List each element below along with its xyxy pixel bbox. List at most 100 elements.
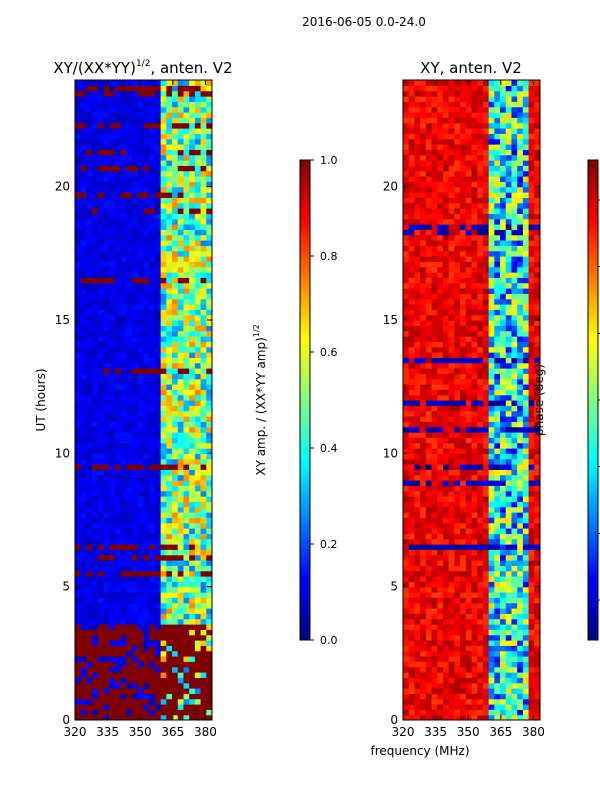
heatmap-cell (408, 554, 416, 561)
heatmap-cell (154, 517, 162, 524)
heatmap-cell (505, 272, 513, 278)
heatmap-cell (103, 320, 110, 326)
heatmap-cell (494, 442, 501, 449)
heatmap-cell (460, 266, 467, 273)
heatmap-cell (97, 288, 105, 294)
heatmap-cell (437, 352, 444, 358)
heatmap-cell (97, 192, 105, 198)
heatmap-cell (437, 432, 444, 438)
heatmap-cell (517, 453, 524, 460)
heatmap-cell (408, 458, 416, 465)
heatmap-cell (154, 453, 162, 460)
heatmap-cell (431, 480, 438, 486)
heatmap-cell (114, 90, 122, 97)
heatmap-cell (454, 517, 461, 524)
heatmap-cell (109, 90, 116, 97)
heatmap-cell (160, 138, 167, 145)
heatmap-cell (109, 474, 116, 481)
heatmap-cell (75, 288, 82, 294)
heatmap-cell (126, 602, 133, 609)
heatmap-cell (154, 389, 162, 396)
heatmap-cell (482, 693, 490, 700)
heatmap-cell (522, 570, 530, 577)
heatmap-cell (431, 426, 438, 433)
heatmap-cell (137, 346, 145, 353)
heatmap-cell (166, 229, 173, 236)
heatmap-cell (488, 661, 495, 668)
heatmap-cell (534, 336, 540, 342)
heatmap-cell (143, 432, 150, 438)
heatmap-cell (80, 240, 88, 246)
heatmap-cell (137, 666, 145, 673)
heatmap-cell (80, 202, 88, 209)
heatmap-cell (143, 352, 150, 358)
heatmap-cell (528, 288, 535, 294)
heatmap-cell (505, 586, 513, 593)
heatmap-cell (425, 624, 433, 630)
heatmap-cell (460, 538, 467, 545)
heatmap-cell (160, 469, 167, 476)
heatmap-cell (183, 266, 190, 273)
heatmap-cell (177, 469, 185, 476)
heatmap-cell (109, 437, 116, 444)
heatmap-cell (454, 602, 461, 609)
heatmap-cell (477, 549, 484, 556)
heatmap-cell (517, 432, 524, 438)
heatmap-cell (517, 656, 524, 662)
heatmap-cell (172, 528, 179, 534)
heatmap-cell (425, 544, 433, 550)
heatmap-cell (500, 325, 507, 332)
heatmap-cell (177, 85, 185, 92)
heatmap-cell (200, 426, 207, 433)
heatmap-cell (189, 533, 196, 540)
heatmap-cell (460, 576, 467, 582)
heatmap-cell (109, 602, 116, 609)
heatmap-cell (126, 453, 133, 460)
heatmap-cell (149, 298, 156, 305)
heatmap-cell (200, 368, 207, 374)
heatmap-cell (126, 704, 133, 710)
heatmap-cell (505, 325, 513, 332)
heatmap-cell (120, 213, 127, 220)
heatmap-cell (206, 688, 212, 694)
heatmap-cell (183, 202, 190, 209)
heatmap-cell (194, 650, 202, 657)
heatmap-cell (154, 538, 162, 545)
heatmap-cell (437, 645, 444, 652)
heatmap-cell (143, 704, 150, 710)
heatmap-cell (109, 341, 116, 348)
heatmap-cell (183, 181, 190, 188)
heatmap-cell (482, 474, 490, 481)
heatmap-cell (143, 549, 150, 556)
heatmap-cell (460, 528, 467, 534)
heatmap-cell (189, 213, 196, 220)
heatmap-cell (97, 661, 105, 668)
heatmap-cell (431, 661, 438, 668)
heatmap-cell (97, 272, 105, 278)
heatmap-cell (149, 368, 156, 374)
heatmap-cell (414, 693, 421, 700)
heatmap-cell (528, 474, 535, 481)
heatmap-cell (189, 197, 196, 204)
heatmap-cell (120, 608, 127, 614)
heatmap-cell (511, 666, 518, 673)
heatmap-cell (86, 309, 93, 316)
heatmap-cell (177, 256, 185, 262)
heatmap-cell (477, 325, 484, 332)
heatmap-cell (132, 208, 139, 214)
heatmap-cell (511, 293, 518, 300)
heatmap-cell (534, 613, 540, 620)
heatmap-cell (431, 698, 438, 705)
heatmap-cell (86, 501, 93, 508)
heatmap-cell (460, 634, 467, 641)
heatmap-cell (488, 304, 495, 310)
heatmap-cell (505, 378, 513, 385)
heatmap-cell (149, 490, 156, 497)
heatmap-cell (177, 405, 185, 412)
heatmap-cell (206, 485, 212, 492)
heatmap-cell (414, 384, 421, 390)
heatmap-cell (194, 682, 202, 689)
heatmap-cell (177, 293, 185, 300)
heatmap-cell (528, 272, 535, 278)
heatmap-cell (80, 320, 88, 326)
